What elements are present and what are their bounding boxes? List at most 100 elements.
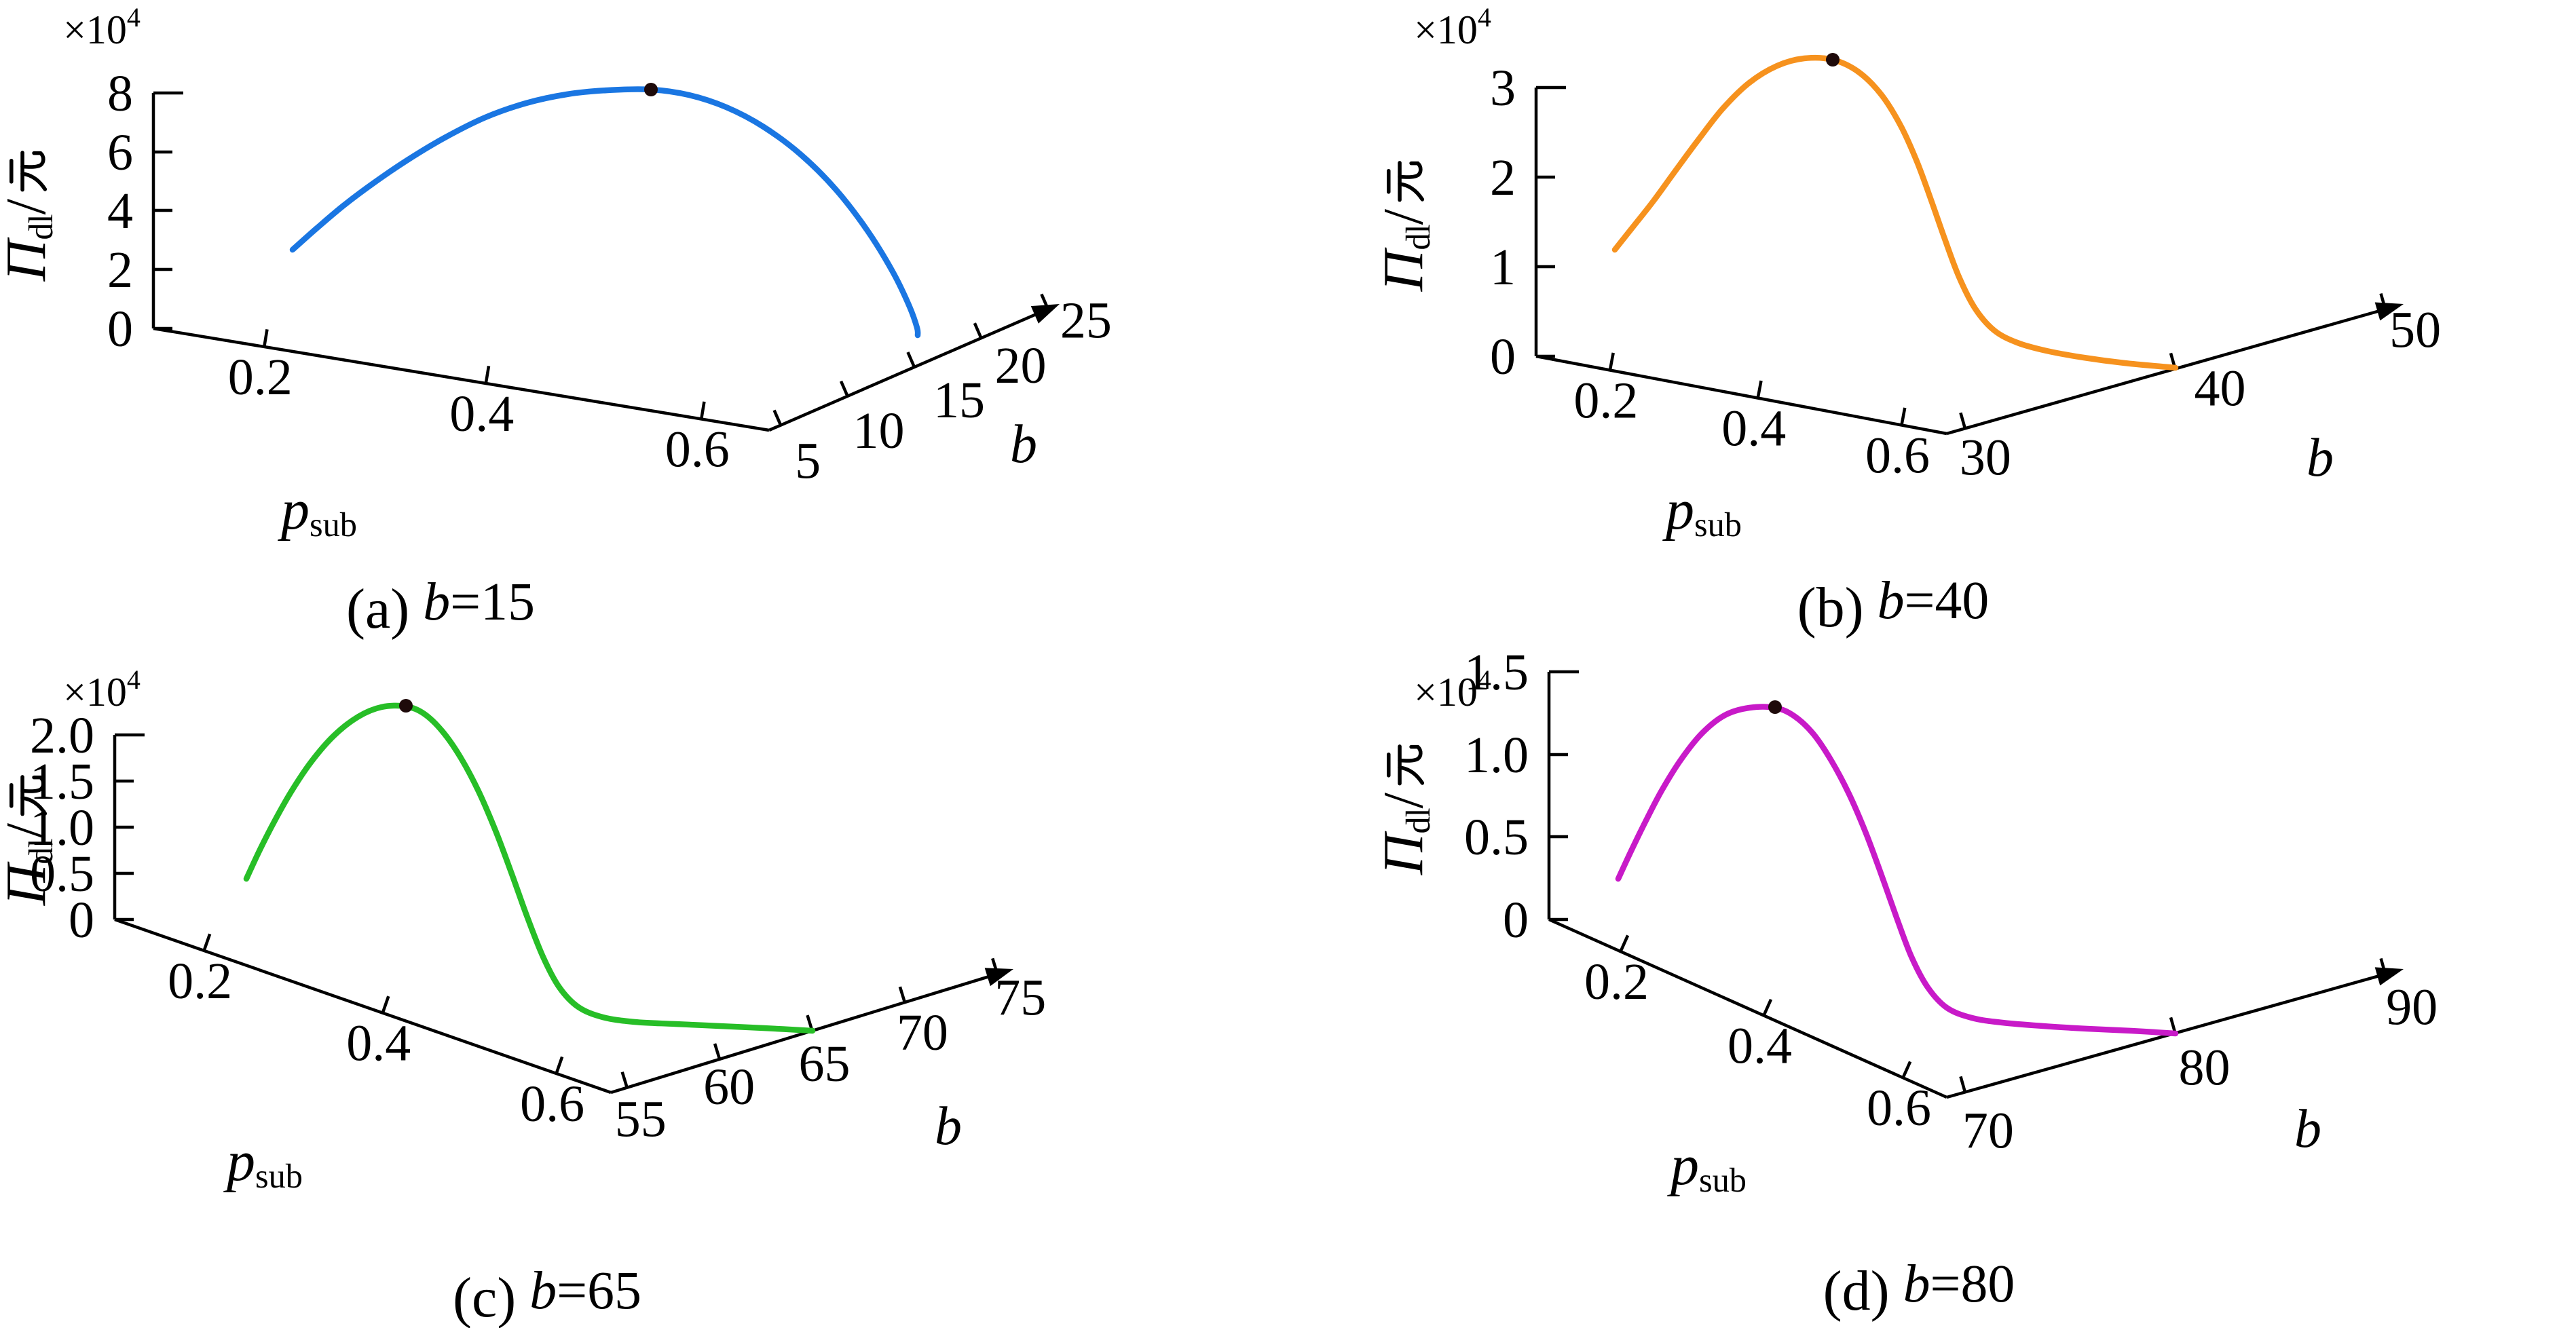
x-axis-line bbox=[1548, 917, 1947, 1099]
subplot-caption-d: (d) b=80 bbox=[1823, 1254, 2015, 1323]
b-axis-tick bbox=[1959, 1076, 1967, 1093]
y-axis-multiplier-b: ×104 bbox=[1414, 2, 1491, 52]
x-axis-tick bbox=[1756, 380, 1763, 398]
y-tick-label: 1.5 bbox=[30, 753, 94, 810]
b-axis-label-a: b bbox=[1010, 415, 1037, 474]
y-tick-label: 2.0 bbox=[30, 707, 94, 764]
x-axis-tick bbox=[1901, 1061, 1912, 1079]
b-axis-arrowhead bbox=[2374, 302, 2404, 321]
x-axis-tick bbox=[1619, 934, 1630, 953]
x-axis-tick bbox=[555, 1056, 564, 1074]
y-tick-label: 0 bbox=[1503, 892, 1529, 949]
b-tick-label: 70 bbox=[897, 1004, 948, 1061]
peak-marker-d bbox=[1768, 700, 1782, 714]
x-axis-line bbox=[114, 917, 612, 1095]
y-tick-label: 0 bbox=[1490, 328, 1516, 385]
b-axis-tick bbox=[898, 986, 907, 1003]
yuan-glyph bbox=[1, 147, 62, 197]
peak-marker-b bbox=[1826, 53, 1840, 67]
x-axis-tick bbox=[202, 933, 212, 951]
b-tick-label: 55 bbox=[615, 1091, 667, 1148]
x-tick-label: 0.2 bbox=[1573, 373, 1638, 430]
y-tick-label: 1.5 bbox=[1464, 644, 1529, 701]
x-axis-tick bbox=[381, 995, 390, 1014]
x-tick-label: 0.2 bbox=[228, 349, 293, 406]
x-tick-label: 0.4 bbox=[346, 1015, 411, 1072]
yuan-glyph bbox=[1379, 740, 1439, 791]
b-tick-label: 10 bbox=[853, 402, 905, 459]
x-axis-tick bbox=[1900, 407, 1907, 425]
y-tick-label: 0 bbox=[69, 892, 94, 949]
b-axis-line bbox=[768, 305, 1054, 432]
b-tick-label: 5 bbox=[795, 433, 821, 490]
b-tick-label: 15 bbox=[933, 372, 985, 429]
profit-curve-c bbox=[243, 702, 816, 1034]
x-tick-label: 0.6 bbox=[665, 421, 730, 478]
x-tick-label: 0.2 bbox=[1584, 953, 1649, 1010]
b-axis-tick bbox=[906, 352, 916, 368]
b-axis-tick bbox=[1959, 412, 1967, 429]
x-tick-label: 0.4 bbox=[1728, 1017, 1792, 1074]
b-axis-label-d: b bbox=[2294, 1099, 2321, 1159]
y-axis-multiplier-c: ×104 bbox=[63, 664, 141, 715]
b-tick-label: 80 bbox=[2179, 1040, 2230, 1097]
profit-curve-b bbox=[1611, 54, 2179, 371]
b-axis-tick bbox=[772, 409, 783, 426]
y-tick-label: 1 bbox=[1490, 239, 1516, 296]
b-tick-label: 90 bbox=[2386, 979, 2438, 1036]
b-axis-tick bbox=[991, 957, 999, 974]
subplot-caption-b: (b) b=40 bbox=[1797, 571, 1990, 639]
y-tick-label: 8 bbox=[107, 65, 133, 122]
x-axis-label-d: psub bbox=[1670, 1134, 1747, 1200]
x-tick-label: 0.6 bbox=[520, 1076, 584, 1133]
y-axis-label-c: Πdl/ bbox=[0, 771, 62, 905]
subplot-d: 0 0.5 1.0 1.5 0.2 0.4 0.6 70 80 90 bbox=[1464, 644, 2438, 1159]
x-axis-tick bbox=[1762, 998, 1773, 1017]
x-tick-label: 0.4 bbox=[449, 385, 514, 442]
b-tick-label: 30 bbox=[1960, 429, 2011, 486]
subplot-caption-a: (a) b=15 bbox=[346, 572, 535, 641]
b-axis-tick bbox=[839, 380, 849, 397]
subplot-b: 0 1 2 3 0.2 0.4 0.6 30 40 50 bbox=[1490, 53, 2441, 486]
x-tick-label: 0.6 bbox=[1865, 427, 1930, 484]
x-tick-label: 0.2 bbox=[168, 953, 232, 1010]
b-tick-label: 65 bbox=[799, 1036, 851, 1093]
x-tick-label: 0.4 bbox=[1721, 400, 1786, 457]
b-tick-label: 50 bbox=[2389, 302, 2441, 359]
b-axis-label-c: b bbox=[935, 1097, 962, 1156]
x-axis-line bbox=[153, 326, 770, 432]
profit-curve-d bbox=[1615, 704, 2179, 1037]
b-tick-label: 60 bbox=[703, 1059, 755, 1116]
y-tick-label: 0.5 bbox=[1464, 809, 1529, 866]
peak-marker-c bbox=[399, 699, 413, 713]
profit-curve-a bbox=[289, 86, 921, 339]
b-axis-tick bbox=[713, 1043, 722, 1060]
yuan-glyph bbox=[1379, 157, 1439, 207]
b-axis-tick bbox=[2379, 957, 2387, 975]
y-tick-label: 6 bbox=[107, 124, 133, 181]
x-tick-label: 0.6 bbox=[1867, 1080, 1931, 1137]
x-axis-label-b: psub bbox=[1665, 478, 1742, 544]
y-tick-label: 3 bbox=[1490, 60, 1516, 117]
b-axis-arrowhead bbox=[984, 968, 1013, 987]
x-axis-tick bbox=[1608, 352, 1615, 371]
subplot-caption-c: (c) b=65 bbox=[453, 1261, 641, 1328]
y-tick-label: 0 bbox=[107, 301, 133, 358]
x-axis-tick bbox=[263, 328, 269, 347]
y-tick-label: 2 bbox=[107, 242, 133, 299]
y-axis-label-b: Πdl/ bbox=[1372, 157, 1439, 291]
b-tick-label: 20 bbox=[994, 337, 1046, 394]
y-tick-label: 1.0 bbox=[1464, 727, 1529, 784]
b-axis-label-b: b bbox=[2307, 428, 2334, 488]
x-axis-tick bbox=[484, 365, 491, 384]
x-axis-tick bbox=[700, 401, 706, 419]
b-axis-tick bbox=[620, 1071, 629, 1088]
yuan-glyph bbox=[1, 771, 62, 821]
y-tick-label: 2 bbox=[1490, 149, 1516, 206]
y-axis-multiplier-d: ×104 bbox=[1414, 664, 1491, 715]
x-axis-line bbox=[1535, 354, 1947, 436]
b-tick-label: 25 bbox=[1060, 292, 1112, 349]
